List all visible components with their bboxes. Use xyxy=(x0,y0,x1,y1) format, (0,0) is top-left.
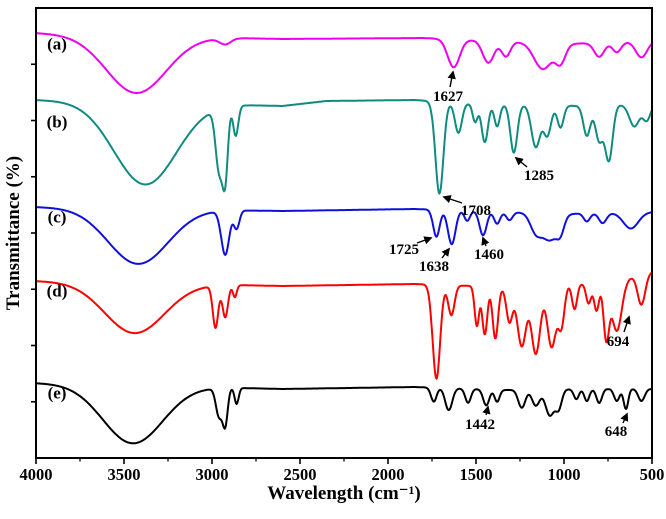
spectrum-d-curve xyxy=(37,272,651,380)
spectrum-a-curve xyxy=(37,32,651,94)
spectrum-a-label: (a) xyxy=(47,35,67,54)
annotation-label-1638: 1638 xyxy=(419,259,449,275)
annotation-arrow-1285 xyxy=(514,156,528,168)
spectrum-c-curve xyxy=(37,206,651,265)
y-axis-title: Transmittance (%) xyxy=(3,155,24,311)
annotation-arrow-694 xyxy=(622,315,631,333)
x-tick-label: 3500 xyxy=(108,465,141,484)
spectrum-b-curve xyxy=(37,99,651,195)
x-tick-label: 2500 xyxy=(284,465,317,484)
spectrum-c-label: (c) xyxy=(48,208,67,227)
annotation-label-1442: 1442 xyxy=(465,417,495,433)
annotation-arrow-1627 xyxy=(447,70,456,88)
x-tick-label: 3000 xyxy=(196,465,229,484)
spectrum-b-label: (b) xyxy=(47,113,68,132)
annotation-label-1460: 1460 xyxy=(474,247,504,263)
x-axis-title: Wavelength (cm⁻¹) xyxy=(267,483,421,504)
x-tick-label: 2000 xyxy=(372,465,405,484)
annotation-label-694: 694 xyxy=(607,334,630,350)
annotation-arrow-1638 xyxy=(441,247,451,259)
annotation-label-1725: 1725 xyxy=(389,242,419,258)
spectrum-e-curve xyxy=(37,382,651,445)
annotation-label-1708: 1708 xyxy=(461,203,491,219)
annotation-label-1285: 1285 xyxy=(524,168,554,184)
x-tick-label: 1000 xyxy=(548,465,581,484)
x-tick-label: 500 xyxy=(640,465,665,484)
annotation-arrow-1708 xyxy=(442,195,463,204)
x-tick-label: 1500 xyxy=(460,465,493,484)
spectrum-d-label: (d) xyxy=(47,282,68,301)
annotation-arrow-648 xyxy=(620,412,629,424)
annotation-label-1627: 1627 xyxy=(433,89,464,105)
spectrum-e-label: (e) xyxy=(48,384,67,403)
plot-frame xyxy=(35,7,653,459)
annotation-arrow-1460 xyxy=(481,236,490,247)
x-tick-label: 4000 xyxy=(20,465,53,484)
annotation-arrow-1442 xyxy=(482,405,491,416)
annotation-label-648: 648 xyxy=(605,424,628,440)
annotation-arrow-1725 xyxy=(416,236,433,245)
